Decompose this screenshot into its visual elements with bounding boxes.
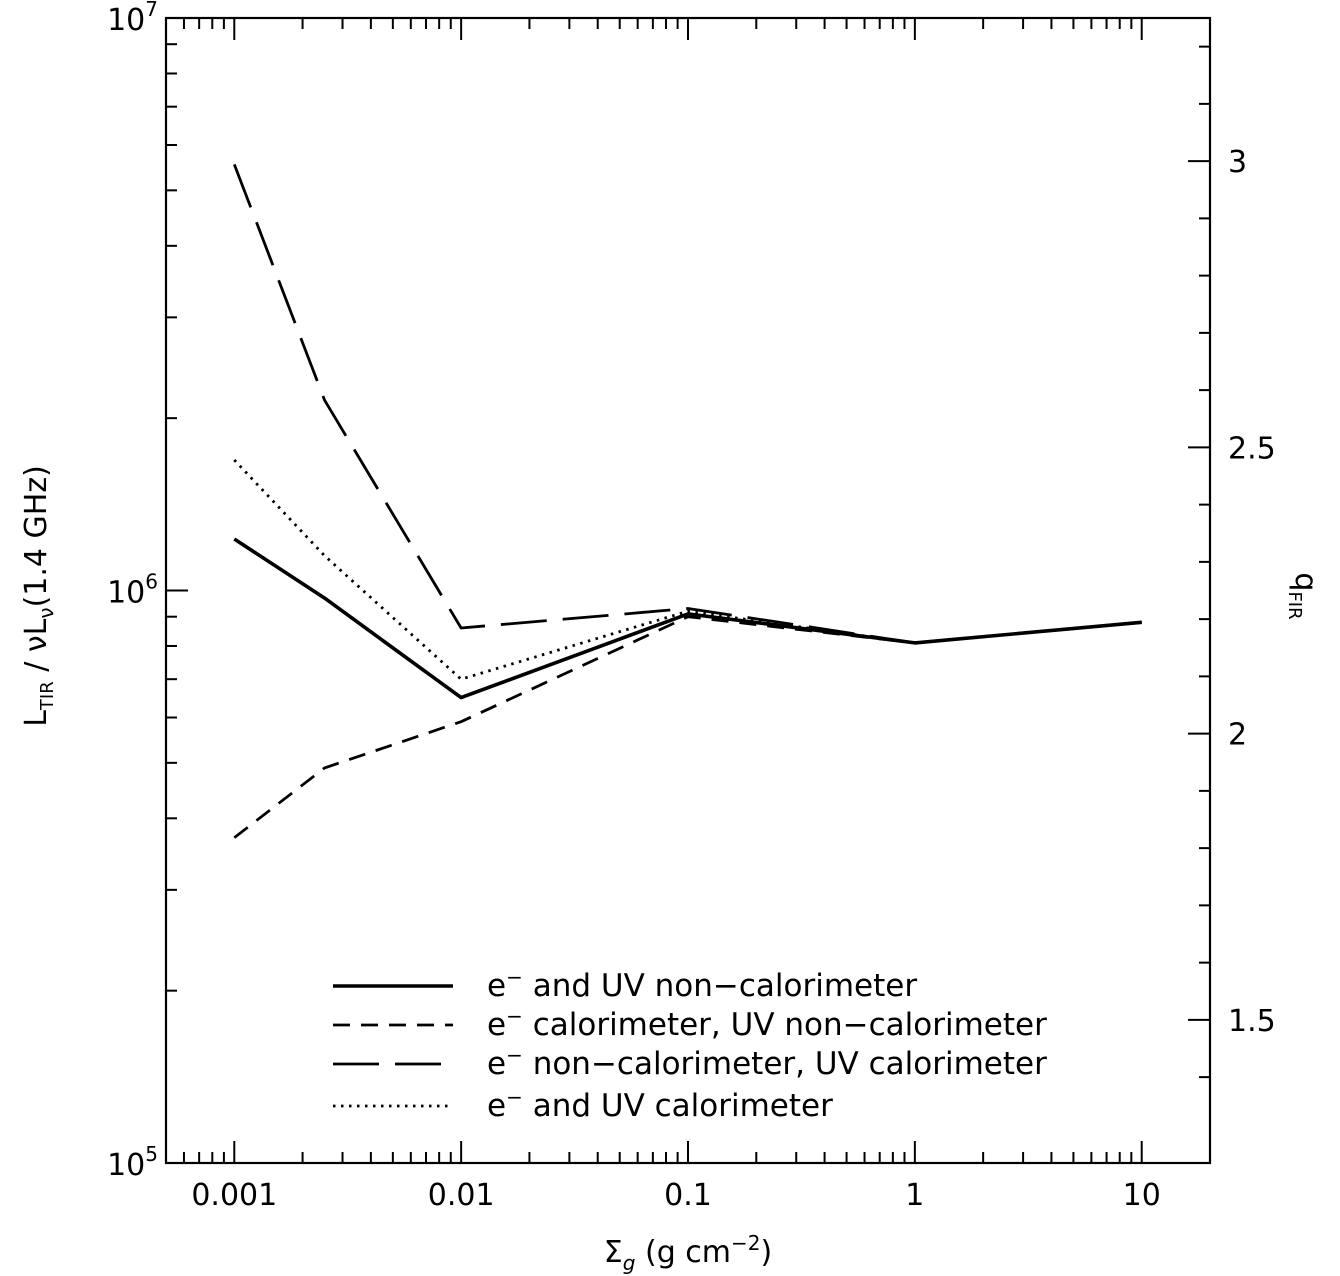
q-tick-label: 2.5 <box>1228 431 1276 466</box>
y-tick-label: 105 <box>107 1142 158 1183</box>
x-tick-label: 0.001 <box>191 1178 277 1213</box>
y-axis-title: LTIR / νLν(1.4 GHz) <box>19 465 58 727</box>
series-lines <box>232 163 1142 839</box>
x-tick-label: 1 <box>905 1178 924 1213</box>
q-tick-label: 2 <box>1228 718 1247 753</box>
legend-label: e− and UV non−calorimeter <box>487 965 917 1004</box>
x-tick-label: 0.1 <box>664 1178 712 1213</box>
legend-label: e− non−calorimeter, UV calorimeter <box>487 1043 1047 1082</box>
legend-label: e− calorimeter, UV non−calorimeter <box>487 1004 1047 1043</box>
y-tick-label: 107 <box>107 0 158 38</box>
q-tick-label: 1.5 <box>1228 1004 1276 1039</box>
y-tick-label: 106 <box>107 570 158 611</box>
x-tick-labels: 0.001 0.01 0.1 1 10 <box>191 1178 1160 1213</box>
x-tick-label: 10 <box>1123 1178 1161 1213</box>
y-tick-labels: 105 106 107 <box>107 0 158 1183</box>
series-line-solid <box>233 537 1142 700</box>
series-line-long-dash <box>232 163 1142 645</box>
legend-label: e− and UV calorimeter <box>487 1085 833 1124</box>
right-axis-title: qFIR <box>1284 572 1323 619</box>
axis-ticks <box>165 17 1211 1164</box>
x-axis-title: Σg (g cm−2) <box>604 1231 772 1275</box>
series-line-short-dash <box>233 615 1142 839</box>
right-axis-tick-labels: 1.5 2 2.5 3 <box>1228 145 1276 1039</box>
x-tick-label: 0.01 <box>428 1178 495 1213</box>
q-tick-label: 3 <box>1228 145 1247 180</box>
series-line-dotted <box>233 459 1142 681</box>
